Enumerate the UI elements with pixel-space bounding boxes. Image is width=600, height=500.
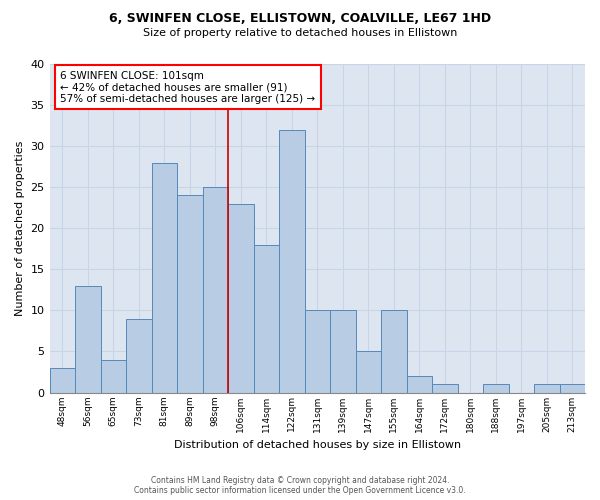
Bar xyxy=(483,384,509,392)
Text: 6, SWINFEN CLOSE, ELLISTOWN, COALVILLE, LE67 1HD: 6, SWINFEN CLOSE, ELLISTOWN, COALVILLE, … xyxy=(109,12,491,26)
Text: Contains HM Land Registry data © Crown copyright and database right 2024.
Contai: Contains HM Land Registry data © Crown c… xyxy=(134,476,466,495)
Bar xyxy=(356,352,381,393)
Text: 6 SWINFEN CLOSE: 101sqm
← 42% of detached houses are smaller (91)
57% of semi-de: 6 SWINFEN CLOSE: 101sqm ← 42% of detache… xyxy=(60,70,316,104)
X-axis label: Distribution of detached houses by size in Ellistown: Distribution of detached houses by size … xyxy=(174,440,461,450)
Bar xyxy=(432,384,458,392)
Bar xyxy=(75,286,101,393)
Bar xyxy=(203,187,228,392)
Bar xyxy=(126,318,152,392)
Bar xyxy=(330,310,356,392)
Bar xyxy=(177,196,203,392)
Bar xyxy=(534,384,560,392)
Bar xyxy=(50,368,75,392)
Bar xyxy=(152,162,177,392)
Bar xyxy=(560,384,585,392)
Bar xyxy=(254,244,279,392)
Y-axis label: Number of detached properties: Number of detached properties xyxy=(15,140,25,316)
Bar xyxy=(305,310,330,392)
Bar xyxy=(381,310,407,392)
Bar xyxy=(101,360,126,392)
Text: Size of property relative to detached houses in Ellistown: Size of property relative to detached ho… xyxy=(143,28,457,38)
Bar xyxy=(228,204,254,392)
Bar xyxy=(279,130,305,392)
Bar xyxy=(407,376,432,392)
